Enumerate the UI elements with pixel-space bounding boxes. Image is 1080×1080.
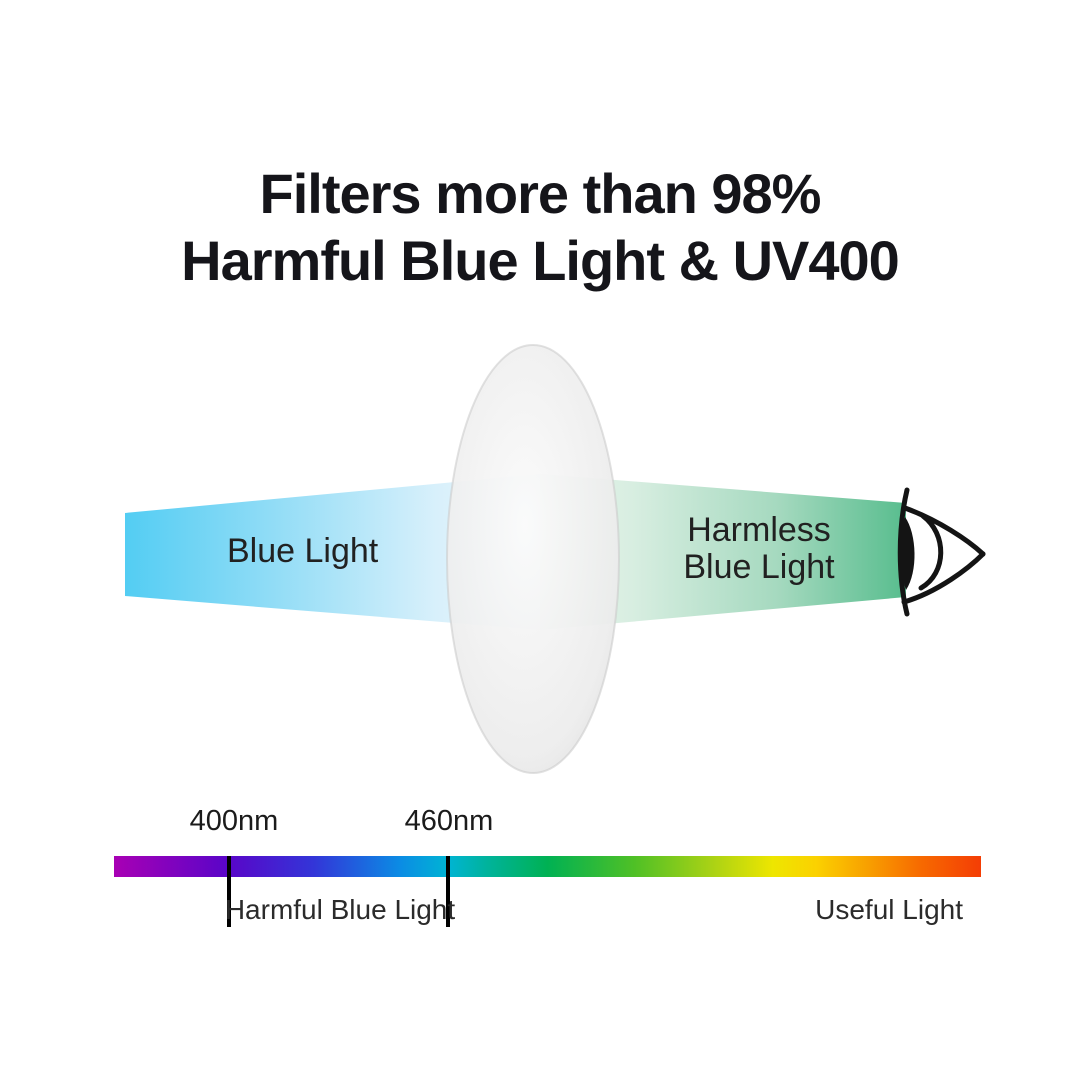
eye-lower-lid [901, 551, 986, 605]
tick-460nm [446, 856, 450, 927]
eye-icon [897, 487, 986, 617]
harmless-blue-light-label: Harmless Blue Light [683, 512, 834, 586]
title-line-1: Filters more than 98% [259, 162, 822, 225]
spectrum-bar [114, 856, 981, 877]
blue-light-label: Blue Light [227, 532, 379, 570]
harmful-range-label: Harmful Blue Light [224, 894, 456, 925]
title-line-2: Harmful Blue Light & UV400 [181, 229, 900, 292]
eye-iris [900, 517, 915, 590]
eye-cornea-arc [918, 513, 944, 591]
eye-upper-lid [902, 505, 986, 557]
tick-400nm [227, 856, 231, 927]
wavelength-400nm-label: 400nm [189, 805, 279, 837]
spectrum-gradient-rect [114, 856, 981, 877]
wavelength-460nm-label: 460nm [404, 805, 494, 837]
lens [446, 344, 620, 774]
green-light-beam [540, 474, 906, 630]
blue-light-beam [125, 474, 540, 630]
harmless-label-line-2: Blue Light [683, 548, 835, 586]
page-title: Filters more than 98% Harmful Blue Light… [0, 160, 1080, 294]
harmless-label-line-1: Harmless [687, 511, 831, 549]
useful-range-label: Useful Light [815, 894, 963, 925]
